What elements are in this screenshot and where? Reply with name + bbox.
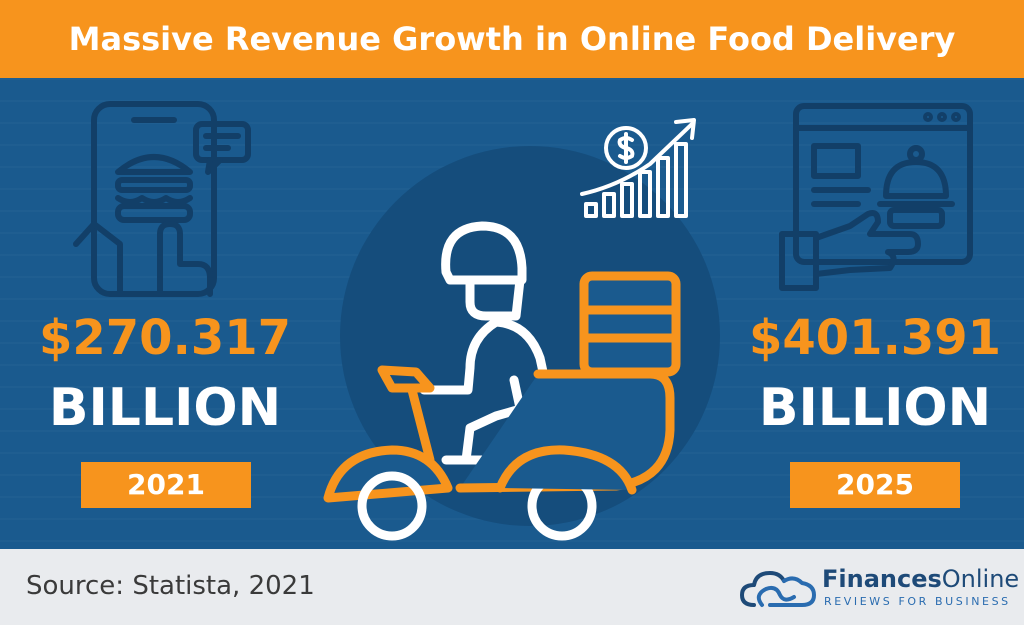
- brand-name: FinancesOnline: [822, 565, 1020, 593]
- revenue-growth-icon: [580, 118, 696, 218]
- phone-order-icon: [73, 101, 251, 297]
- revenue-unit-2025: BILLION: [758, 378, 992, 438]
- page-title: Massive Revenue Growth in Online Food De…: [68, 20, 956, 58]
- revenue-amount-2025: $401.391: [748, 310, 1002, 366]
- stat-2021: $270.317 BILLION 2021: [20, 308, 310, 508]
- source-credit: Source: Statista, 2021: [26, 571, 315, 601]
- brand-logo[interactable]: FinancesOnline REVIEWS FOR BUSINESS: [740, 561, 1019, 617]
- revenue-amount-2021: $270.317: [38, 310, 292, 366]
- cloud-logo-icon: [740, 571, 816, 607]
- header-banner: Massive Revenue Growth in Online Food De…: [0, 0, 1024, 78]
- revenue-unit-2021: BILLION: [48, 378, 282, 438]
- brand-tagline: REVIEWS FOR BUSINESS: [824, 595, 1011, 608]
- web-order-icon: [779, 103, 973, 291]
- footer-bar: Source: Statista, 2021 FinancesOnline RE…: [0, 549, 1024, 625]
- year-badge-2021: 2021: [81, 462, 251, 508]
- main-panel: $270.317 BILLION 2021 $401.391 BILLION 2…: [0, 78, 1024, 549]
- delivery-scooter-icon: [323, 221, 681, 541]
- stat-2025: $401.391 BILLION 2025: [730, 308, 1020, 508]
- year-badge-2025: 2025: [790, 462, 960, 508]
